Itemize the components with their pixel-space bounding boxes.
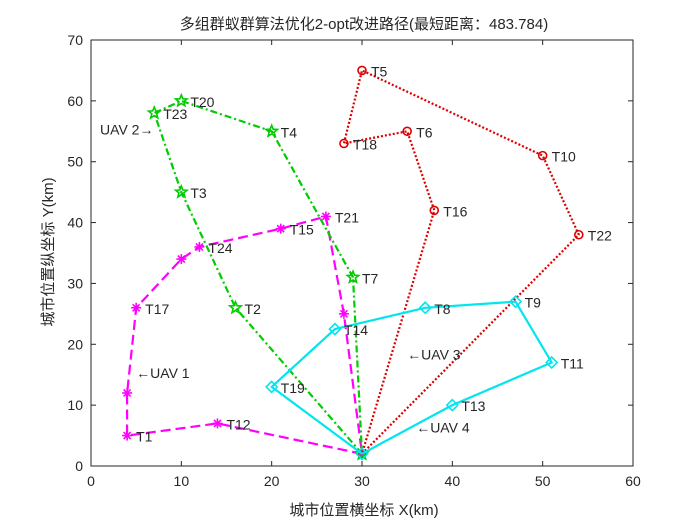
route-line-uav3: [342, 69, 580, 455]
marker-stroke: [195, 242, 204, 251]
point-label-t6: T6: [416, 124, 433, 140]
route-marker: [212, 418, 223, 429]
point-label-t5: T5: [371, 63, 388, 79]
marker-stroke: [213, 419, 222, 428]
point-label-t2: T2: [245, 301, 262, 317]
route-marker: [402, 126, 412, 137]
route-marker: [320, 211, 331, 222]
route-line-uav1: [125, 215, 364, 455]
point-label-t8: T8: [434, 301, 451, 317]
x-tick-label: 0: [87, 473, 95, 489]
point-label-t23: T23: [163, 106, 187, 122]
point-label-t20: T20: [190, 94, 214, 110]
point-label-t3: T3: [190, 185, 207, 201]
marker-stroke: [339, 309, 348, 318]
route-marker: [537, 150, 548, 161]
route-uav4: [265, 295, 559, 461]
route-marker: [173, 183, 190, 199]
route-marker: [508, 295, 523, 309]
point-label-t11: T11: [561, 356, 584, 372]
route-marker: [275, 223, 286, 234]
point-label-t22: T22: [588, 228, 612, 244]
x-tick-label: 30: [354, 473, 370, 489]
annotation-uav1: ←UAV 1: [136, 365, 190, 381]
point-label-t17: T17: [145, 301, 169, 317]
route-marker: [122, 387, 133, 398]
y-tick-label: 60: [67, 93, 83, 109]
x-axis-label: 城市位置横坐标 X(km): [289, 502, 438, 519]
y-tick-label: 70: [67, 32, 83, 48]
route-marker: [122, 430, 133, 441]
y-tick-label: 50: [67, 154, 83, 170]
route-marker: [227, 299, 244, 315]
x-tick-label: 60: [625, 473, 641, 489]
point-label-t16: T16: [443, 203, 467, 219]
y-tick-label: 0: [75, 458, 83, 474]
route-marker: [146, 104, 162, 120]
point-label-t14: T14: [344, 322, 368, 338]
point-label-t7: T7: [362, 270, 379, 286]
marker-stroke: [123, 431, 132, 440]
route-line-uav4: [270, 300, 553, 455]
point-label-t4: T4: [281, 124, 298, 140]
route-marker: [573, 229, 584, 240]
route-marker: [357, 65, 367, 76]
route-marker: [545, 355, 559, 370]
x-tick-label: 10: [174, 473, 190, 489]
point-label-t21: T21: [335, 209, 359, 225]
route-marker: [355, 447, 369, 461]
route-marker: [265, 380, 279, 394]
point-label-t24: T24: [208, 240, 232, 256]
route-marker: [338, 308, 349, 319]
point-label-t13: T13: [461, 398, 485, 414]
y-tick-label: 10: [67, 397, 83, 413]
marker-stroke: [321, 212, 330, 221]
route-marker: [418, 301, 432, 315]
route-marker: [345, 269, 361, 285]
y-tick-label: 30: [67, 275, 83, 291]
plot-frame: [90, 39, 634, 467]
marker-stroke: [177, 255, 186, 264]
y-axis-label: 城市位置纵坐标 Y(km): [40, 177, 57, 326]
route-marker: [176, 254, 187, 265]
annotation-uav2: UAV 2→: [100, 121, 153, 137]
route-uav3: [339, 65, 584, 459]
plot-area: 0 10 20 30 40 50 60 0 10 20 30 40 50 60 70 T1 T2 T3 T4 T5 T6…: [67, 32, 641, 489]
x-tick-label: 50: [535, 473, 551, 489]
chart-title: 多组群蚁群算法优化2-opt改进路径(最短距离：483.784): [180, 15, 548, 33]
point-label-t15: T15: [290, 222, 314, 238]
route-marker: [357, 449, 367, 459]
route-line-uav2: [153, 99, 364, 455]
marker-stroke: [132, 303, 141, 312]
route-marker: [173, 92, 190, 108]
y-tick-label: 20: [67, 336, 83, 352]
annotation-uav3: ←UAV 3: [407, 347, 461, 363]
x-tick-label: 40: [445, 473, 461, 489]
route-marker: [429, 205, 440, 216]
marker-stroke: [123, 388, 132, 398]
route-marker: [131, 302, 142, 313]
y-tick-label: 40: [67, 215, 83, 231]
point-label-t1: T1: [136, 429, 153, 445]
point-label-t9: T9: [525, 295, 542, 311]
annotation-uav4: ←UAV 4: [416, 420, 470, 436]
point-label-t10: T10: [552, 149, 576, 165]
route-marker: [339, 138, 349, 149]
route-marker: [328, 322, 342, 336]
route-marker: [263, 123, 280, 138]
x-tick-label: 20: [264, 473, 280, 489]
point-label-t19: T19: [281, 380, 305, 396]
point-label-t18: T18: [353, 136, 377, 152]
route-marker: [445, 398, 459, 412]
marker-stroke: [276, 224, 285, 233]
route-marker: [194, 241, 205, 252]
point-label-t12: T12: [226, 416, 250, 432]
